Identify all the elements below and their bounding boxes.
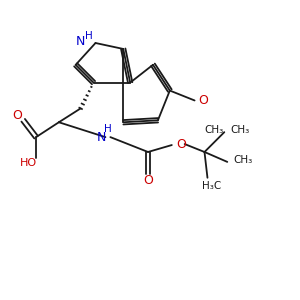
Text: CH₃: CH₃ <box>233 155 253 165</box>
Text: O: O <box>12 109 22 122</box>
Text: HO: HO <box>20 158 37 168</box>
Text: CH₃: CH₃ <box>230 125 250 135</box>
Text: N: N <box>97 130 106 144</box>
Text: O: O <box>143 174 153 187</box>
Text: O: O <box>199 94 208 107</box>
Text: H: H <box>85 31 92 41</box>
Text: H: H <box>103 124 111 134</box>
Text: H₃C: H₃C <box>202 181 221 191</box>
Text: O: O <box>177 138 187 151</box>
Text: CH₃: CH₃ <box>205 125 224 135</box>
Text: N: N <box>76 34 85 47</box>
